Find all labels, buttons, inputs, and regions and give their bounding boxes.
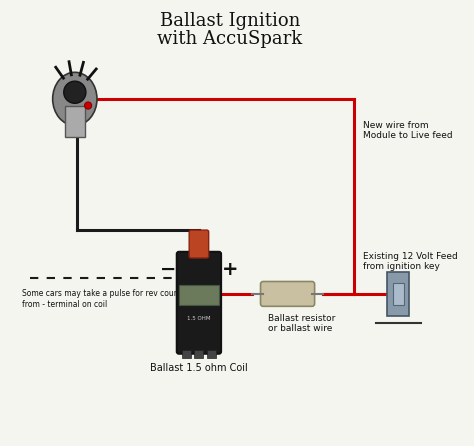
Text: −: − bbox=[160, 260, 176, 279]
FancyBboxPatch shape bbox=[189, 230, 209, 258]
Bar bbox=[194, 350, 203, 358]
FancyBboxPatch shape bbox=[177, 252, 221, 354]
Text: +: + bbox=[222, 260, 238, 279]
Circle shape bbox=[64, 81, 86, 103]
Bar bbox=[182, 350, 191, 358]
Bar bbox=[207, 350, 216, 358]
Circle shape bbox=[84, 102, 91, 109]
Text: Some cars may take a pulse for rev counter
from - terminal on coil: Some cars may take a pulse for rev count… bbox=[22, 289, 189, 309]
Bar bbox=[65, 106, 84, 136]
FancyBboxPatch shape bbox=[261, 281, 315, 306]
Bar bbox=[393, 283, 404, 305]
Text: 1.5 OHM: 1.5 OHM bbox=[187, 316, 210, 321]
Text: Ballast Ignition: Ballast Ignition bbox=[160, 12, 300, 30]
Text: New wire from
Module to Live feed: New wire from Module to Live feed bbox=[363, 121, 453, 140]
Text: Existing 12 Volt Feed
from ignition key: Existing 12 Volt Feed from ignition key bbox=[363, 252, 458, 271]
Text: Ballast resistor
or ballast wire: Ballast resistor or ballast wire bbox=[268, 314, 335, 333]
Bar bbox=[179, 285, 219, 305]
Ellipse shape bbox=[53, 72, 97, 125]
Text: Ballast 1.5 ohm Coil: Ballast 1.5 ohm Coil bbox=[150, 363, 248, 372]
Text: with AccuSpark: with AccuSpark bbox=[157, 30, 302, 48]
Bar bbox=[387, 272, 410, 316]
